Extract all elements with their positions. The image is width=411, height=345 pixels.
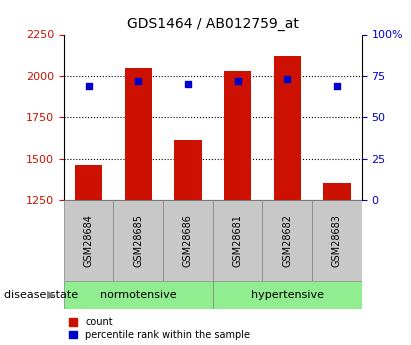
Bar (224, 71, 251, 200)
Point (185, 81, 191, 87)
Text: GSM28682: GSM28682 (282, 214, 292, 267)
Text: GSM28684: GSM28684 (83, 214, 94, 267)
Bar (262, 200, 312, 281)
Text: disease state: disease state (4, 290, 78, 300)
Bar (274, 56, 301, 200)
Bar (64, 200, 113, 281)
Bar (113, 200, 163, 281)
Title: GDS1464 / AB012759_at: GDS1464 / AB012759_at (127, 17, 299, 31)
Bar (312, 200, 362, 281)
Bar (174, 140, 201, 200)
Legend: count, percentile rank within the sample: count, percentile rank within the sample (69, 317, 250, 340)
Point (234, 78, 241, 83)
Bar (125, 68, 152, 200)
Text: ▶: ▶ (47, 290, 55, 300)
Point (284, 77, 291, 82)
Bar (323, 183, 351, 200)
Point (334, 83, 340, 89)
Bar (75, 165, 102, 200)
Text: GSM28683: GSM28683 (332, 214, 342, 267)
Point (85, 83, 92, 89)
Bar (163, 200, 213, 281)
Text: GSM28681: GSM28681 (233, 214, 242, 267)
Text: normotensive: normotensive (100, 290, 176, 300)
Bar (213, 200, 262, 281)
Point (135, 78, 141, 83)
Bar (64, 281, 213, 309)
Text: GSM28685: GSM28685 (133, 214, 143, 267)
Bar (213, 281, 362, 309)
Text: hypertensive: hypertensive (251, 290, 324, 300)
Text: GSM28686: GSM28686 (183, 214, 193, 267)
